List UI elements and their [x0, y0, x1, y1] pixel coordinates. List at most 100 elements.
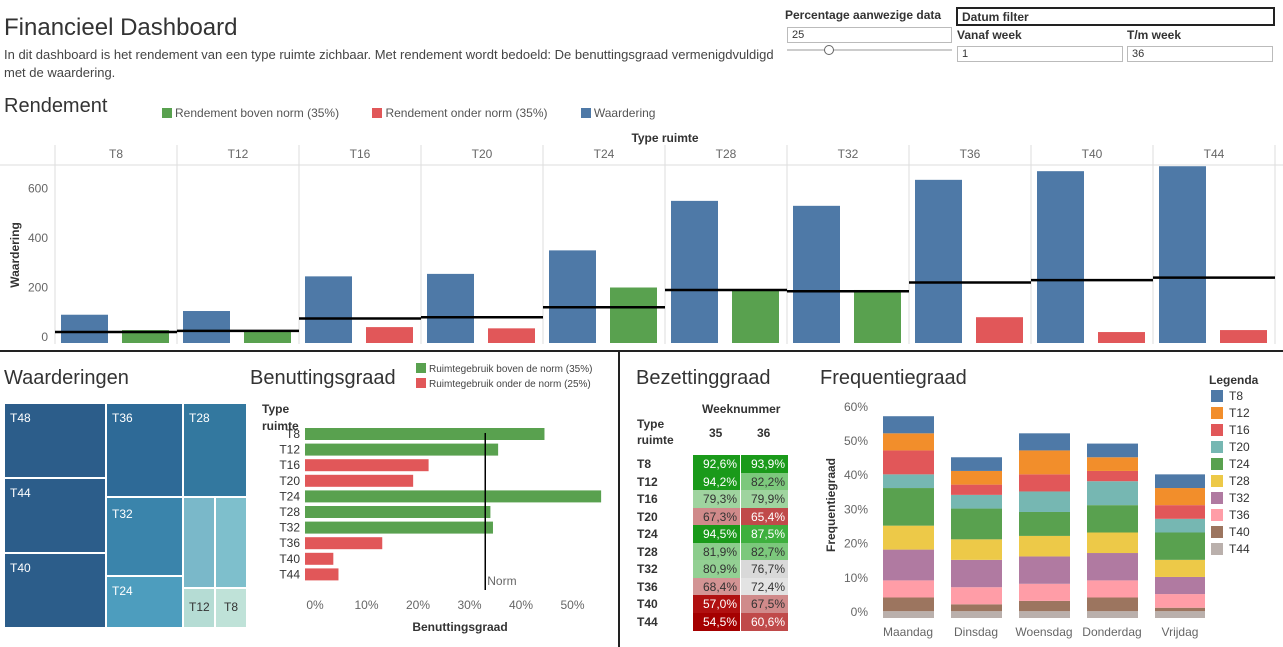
stack-segment — [1155, 505, 1205, 519]
percentage-input[interactable]: 25 — [787, 27, 952, 43]
stack-segment — [1087, 505, 1138, 533]
legend-item[interactable]: T16 — [1211, 422, 1250, 439]
heatmap-cell[interactable]: 67,3% — [693, 507, 740, 526]
category-label: T32 — [279, 521, 300, 535]
benutting-bar — [305, 521, 493, 534]
treemap-cell-t48[interactable]: T48 — [4, 403, 106, 478]
treemap-cell-t28[interactable]: T28 — [183, 403, 247, 497]
y-axis-label: Waardering — [8, 222, 22, 288]
rendement-legend[interactable]: Rendement boven norm (35%) Rendement ond… — [162, 106, 655, 120]
heatmap-cell[interactable]: 82,7% — [741, 542, 788, 561]
legend-item[interactable]: T24 — [1211, 456, 1250, 473]
stack-segment — [883, 433, 934, 451]
x-tick-label: 10% — [354, 598, 378, 612]
treemap-cell-t24[interactable]: T24 — [106, 576, 183, 628]
legend-item-boven[interactable]: Rendement boven norm (35%) — [162, 106, 339, 120]
bezettinggraad-title: Bezettinggraad — [636, 367, 771, 389]
waardering-bar — [793, 205, 840, 343]
legend-item-waardering[interactable]: Waardering — [580, 106, 655, 120]
stack-segment — [951, 470, 1002, 485]
treemap-cell-t16[interactable] — [215, 497, 247, 588]
stack-segment — [1019, 450, 1070, 475]
stack-segment — [883, 450, 934, 475]
heatmap-cell[interactable]: 76,7% — [741, 560, 788, 578]
percentage-slider[interactable] — [787, 45, 952, 55]
treemap-cell-t20[interactable] — [183, 497, 215, 588]
y-tick-label: 200 — [28, 281, 48, 295]
legend-item-boven[interactable]: Ruimtegebruik boven de norm (35%) — [416, 362, 592, 377]
heatmap-cell[interactable]: 94,2% — [693, 472, 740, 491]
legend-swatch — [416, 363, 426, 373]
legend-label: T16 — [1229, 423, 1250, 437]
row-label: T28 — [637, 544, 658, 559]
heatmap-cell[interactable]: 60,6% — [741, 612, 788, 631]
stack-segment — [883, 611, 934, 618]
heatmap-cell[interactable]: 68,4% — [693, 577, 740, 596]
legend-item-onder[interactable]: Ruimtegebruik onder de norm (25%) — [416, 377, 592, 392]
row-label: T44 — [637, 614, 658, 629]
stack-segment — [1019, 474, 1070, 492]
legend-item[interactable]: T40 — [1211, 524, 1250, 541]
stack-segment — [1155, 576, 1205, 595]
heatmap-cell[interactable]: 87,5% — [741, 525, 788, 543]
heatmap-cell[interactable]: 79,9% — [741, 490, 788, 508]
row-label: T8 — [637, 457, 652, 471]
legend-item[interactable]: T28 — [1211, 473, 1250, 490]
category-label: T12 — [279, 443, 300, 457]
heatmap-cell[interactable]: 93,9% — [741, 455, 788, 473]
treemap-cell-t36[interactable]: T36 — [106, 403, 183, 497]
legend-swatch — [580, 108, 591, 118]
category-label: T8 — [286, 427, 300, 441]
x-tick-label: Dinsdag — [954, 625, 998, 639]
legend-item[interactable]: T20 — [1211, 439, 1250, 456]
legend-item[interactable]: T36 — [1211, 507, 1250, 524]
legend-item[interactable]: T12 — [1211, 405, 1250, 422]
legend-swatch — [372, 108, 383, 118]
frequentiegraad-chart: 0% 10% 20% 30% 40% 50% 60% Frequentiegraad Maand… — [824, 400, 1205, 639]
heatmap-cell[interactable]: 72,4% — [741, 577, 788, 596]
column-label: T12 — [228, 147, 249, 161]
legend-label: T32 — [1229, 491, 1250, 505]
treemap-cell-t32[interactable]: T32 — [106, 497, 183, 576]
x-tick-label: 0% — [306, 598, 324, 612]
benutting-bar — [305, 443, 499, 456]
heatmap-cell[interactable]: 80,9% — [693, 560, 740, 578]
stack-segment — [951, 508, 1002, 540]
page-title: Financieel Dashboard — [4, 14, 238, 41]
treemap-cell-t12[interactable]: T12 — [183, 588, 215, 628]
rendement-bar — [1220, 330, 1267, 343]
frequentie-legend[interactable]: T8 T12 T16 T20 T24 T28 T32 T36 T40 T44 — [1211, 388, 1250, 558]
treemap-cell-t44[interactable]: T44 — [4, 478, 106, 553]
frequentie-legend-title: Legenda — [1209, 373, 1259, 387]
y-tick-label: 0 — [41, 330, 48, 344]
x-tick-label: 50% — [560, 598, 584, 612]
benutting-bar — [305, 428, 545, 440]
stack-segment — [1087, 580, 1138, 598]
legend-item-onder[interactable]: Rendement onder norm (35%) — [372, 106, 548, 120]
heatmap-cell[interactable]: 57,0% — [693, 595, 740, 613]
heatmap-cell[interactable]: 54,5% — [693, 612, 740, 631]
treemap-label: T36 — [112, 411, 133, 425]
legend-swatch — [1211, 458, 1223, 470]
legend-item[interactable]: T32 — [1211, 490, 1250, 507]
heatmap-cell[interactable]: 82,2% — [741, 472, 788, 491]
legend-item[interactable]: T8 — [1211, 388, 1250, 405]
stack-segment — [1155, 532, 1205, 560]
heatmap-cell[interactable]: 65,4% — [741, 507, 788, 526]
heatmap-cell[interactable]: 67,5% — [741, 595, 788, 613]
benutting-legend[interactable]: Ruimtegebruik boven de norm (35%) Ruimte… — [416, 362, 592, 392]
treemap-cell-t8[interactable]: T8 — [215, 588, 247, 628]
norm-label: Norm — [487, 574, 516, 588]
vanaf-week-input[interactable]: 1 — [957, 46, 1123, 62]
waardering-bar — [1037, 171, 1084, 343]
legend-item[interactable]: T44 — [1211, 541, 1250, 558]
heatmap-cell[interactable]: 81,9% — [693, 542, 740, 561]
heatmap-cell[interactable]: 92,6% — [693, 455, 740, 473]
heatmap-cell[interactable]: 94,5% — [693, 525, 740, 543]
tm-week-input[interactable]: 36 — [1127, 46, 1273, 62]
benutting-bar — [305, 568, 339, 581]
heatmap-cell[interactable]: 79,3% — [693, 490, 740, 508]
percentage-label: Percentage aanwezige data — [785, 8, 942, 22]
slider-thumb[interactable] — [824, 45, 835, 55]
treemap-cell-t40[interactable]: T40 — [4, 553, 106, 628]
